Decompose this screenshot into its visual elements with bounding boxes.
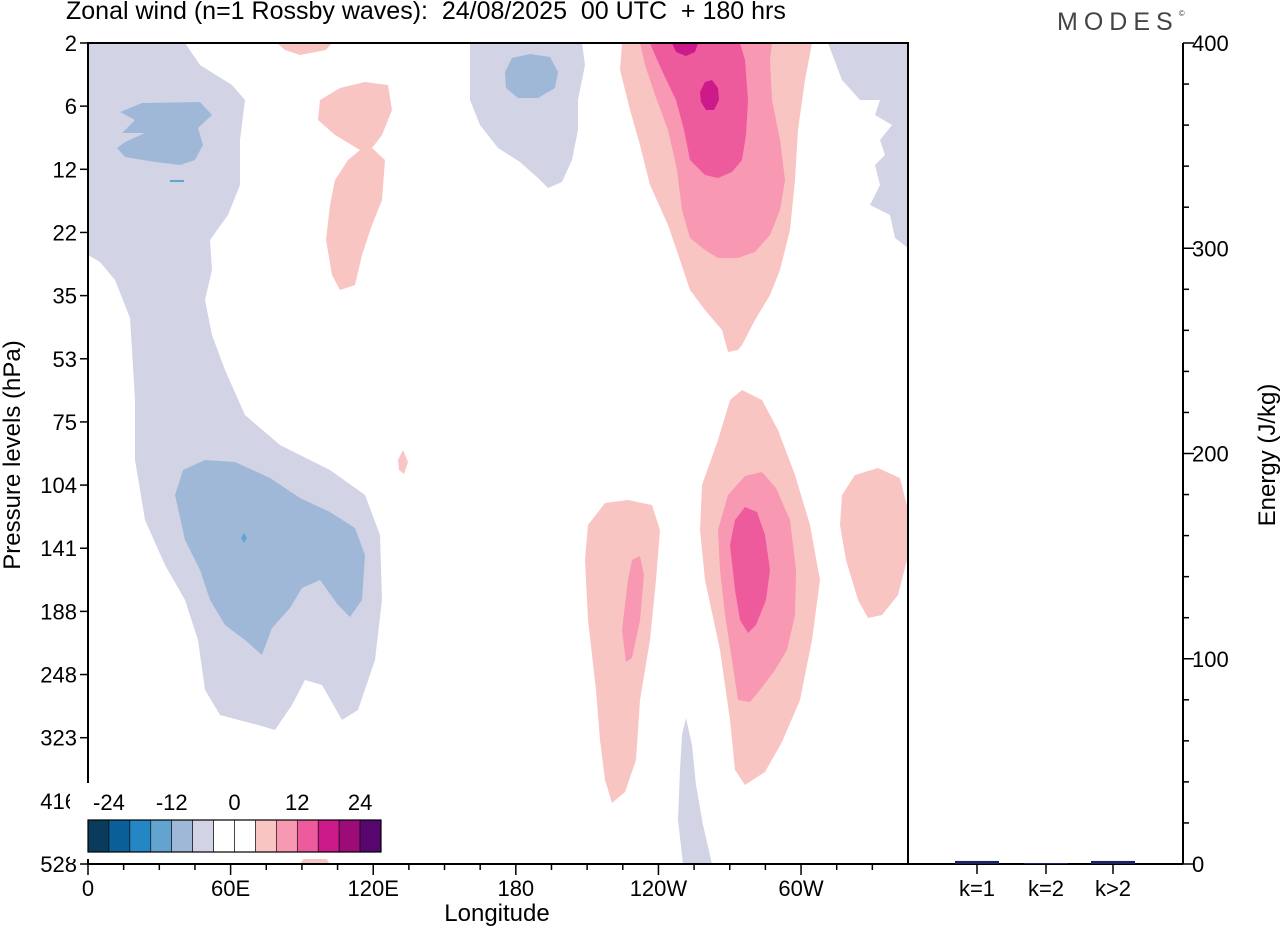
- contour-pos-max-core: [700, 80, 719, 110]
- colorbar-swatch: [338, 819, 361, 853]
- energy-bar: [955, 860, 999, 864]
- contour-neg-medium-tropo: [175, 460, 365, 655]
- energy-category-label: k>2: [1095, 876, 1131, 901]
- contour-pos-light-band: [585, 500, 660, 803]
- contour-pos-medium-band: [622, 556, 644, 662]
- colorbar-label: 0: [228, 790, 240, 815]
- y-tick-label: 6: [65, 94, 77, 119]
- chart-title: Zonal wind (n=1 Rossby waves): 24/08/202…: [66, 0, 786, 25]
- y-tick-label: 104: [40, 473, 77, 498]
- energy-bars: k=1 k=2 k>2: [955, 860, 1135, 901]
- energy-panel: 0 100 200 300 400 k=1 k=2 k>2 Energy (J/kg): [908, 31, 1280, 901]
- y-tick-label: 323: [40, 726, 77, 751]
- energy-tick-label: 300: [1192, 236, 1229, 261]
- brand-logo-mark: ©: [1178, 9, 1185, 18]
- y-axis-title: Pressure levels (hPa): [0, 340, 26, 569]
- colorbar-label: 24: [348, 790, 372, 815]
- colorbar-swatch: [150, 819, 173, 853]
- colorbar-swatch: [296, 819, 319, 853]
- x-axis-title: Longitude: [444, 900, 549, 927]
- colorbar: -24 -12 0 12 24: [70, 783, 388, 859]
- contour-neg-dot: [241, 533, 247, 543]
- contour-neg-light-south: [678, 718, 712, 864]
- colorbar-frame: [87, 819, 382, 853]
- colorbar-swatch: [359, 819, 382, 853]
- contour-neg-medium-top: [505, 54, 558, 98]
- energy-y-ticks: 0 100 200 300 400: [1183, 31, 1229, 877]
- contour-pos-strong-jet: [650, 43, 748, 178]
- x-axis-ticks: 0 60E 120E 180 120W 60W: [82, 864, 874, 901]
- x-tick-label: 180: [497, 876, 534, 901]
- contour-pos-strong-wave: [730, 507, 770, 633]
- plot-frame: [87, 42, 909, 865]
- brand-logo: MODES©: [1057, 8, 1185, 37]
- x-tick-label: 0: [82, 876, 94, 901]
- contour-field: [88, 43, 908, 864]
- x-tick-label: 120W: [630, 876, 688, 901]
- contour-pos-light-strato: [318, 82, 392, 290]
- colorbar-swatch: [171, 819, 193, 853]
- y-tick-label: 75: [53, 410, 77, 435]
- colorbar-swatch: [87, 819, 110, 853]
- colorbar-swatch: [234, 819, 256, 853]
- contour-neg-medium-strato: [117, 102, 212, 165]
- y-tick-label: 22: [53, 220, 77, 245]
- y-tick-label: 248: [40, 663, 77, 688]
- y-tick-label: 2: [65, 31, 77, 56]
- y-tick-label: 141: [40, 536, 77, 561]
- x-tick-label: 60E: [211, 876, 250, 901]
- energy-tick-label: 100: [1192, 647, 1229, 672]
- energy-tick-label: 200: [1192, 442, 1229, 467]
- contour-neg-dot-2: [170, 180, 184, 182]
- energy-axis-title: Energy (J/kg): [1254, 384, 1280, 527]
- colorbar-swatch: [276, 819, 298, 853]
- colorbar-swatch: [192, 819, 214, 853]
- contour-pos-max-top: [672, 43, 698, 56]
- colorbar-swatch: [255, 819, 277, 853]
- x-tick-label: 120E: [348, 876, 399, 901]
- energy-category-label: k=1: [959, 876, 995, 901]
- contour-pos-light-top: [277, 43, 332, 55]
- colorbar-swatch: [129, 819, 152, 853]
- energy-tick-label: 400: [1192, 31, 1229, 56]
- energy-tick-label: 0: [1192, 852, 1204, 877]
- colorbar-swatch: [108, 819, 131, 853]
- colorbar-label: 12: [285, 790, 309, 815]
- y-tick-label: 12: [53, 157, 77, 182]
- contour-pos-light-east: [840, 468, 908, 618]
- energy-category-label: k=2: [1028, 876, 1064, 901]
- colorbar-label: -24: [93, 790, 125, 815]
- colorbar-label: -12: [156, 790, 188, 815]
- energy-bar: [1024, 863, 1068, 864]
- y-tick-label: 53: [53, 347, 77, 372]
- colorbar-swatch: [317, 819, 340, 853]
- x-tick-label: 60W: [778, 876, 823, 901]
- y-tick-label: 188: [40, 599, 77, 624]
- colorbar-swatch: [213, 819, 235, 853]
- energy-bar: [1091, 860, 1135, 864]
- brand-logo-text: MODES: [1057, 8, 1179, 36]
- contour-neg-light-east: [828, 43, 908, 248]
- contour-pos-light-dot: [398, 450, 408, 474]
- y-tick-label: 35: [53, 284, 77, 309]
